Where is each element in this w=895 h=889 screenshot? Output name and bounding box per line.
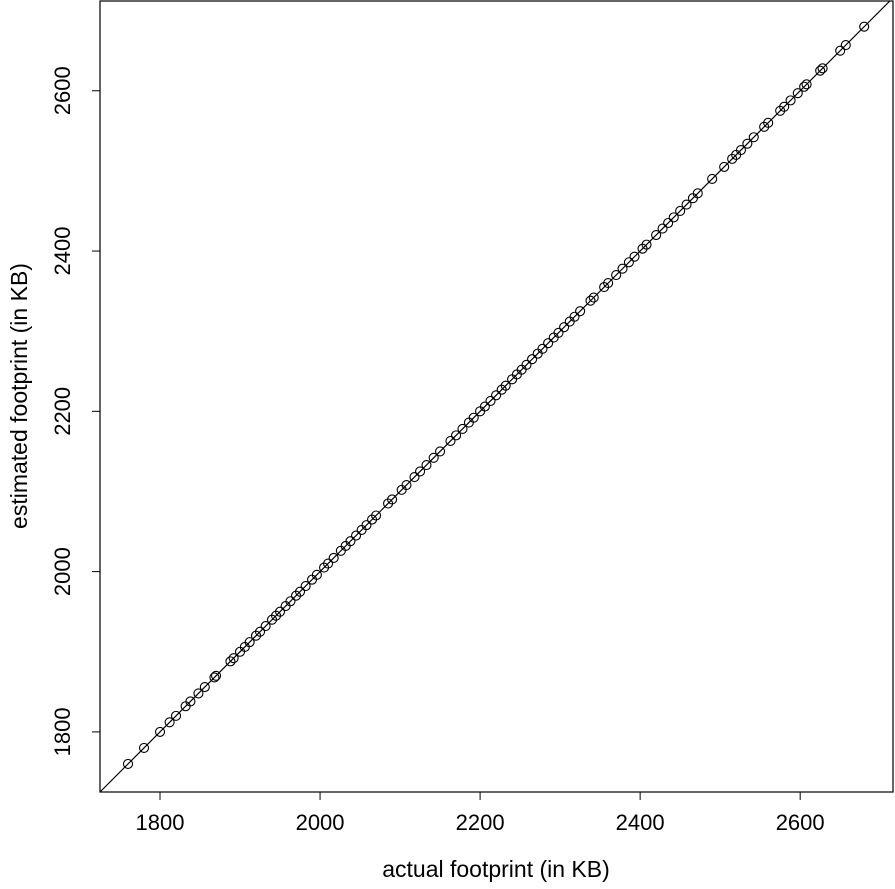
x-tick-label: 2600	[776, 810, 825, 835]
point	[779, 101, 790, 112]
x-tick-label: 2200	[456, 810, 505, 835]
point	[553, 327, 564, 338]
point	[623, 257, 634, 268]
identity-line	[99, 0, 891, 793]
point	[840, 40, 851, 51]
point	[657, 223, 668, 234]
point	[328, 552, 339, 564]
y-tick-label: 1800	[50, 707, 75, 756]
point	[193, 688, 204, 699]
point	[792, 88, 803, 99]
point	[521, 359, 532, 370]
point	[663, 217, 674, 229]
x-tick-label: 2000	[296, 810, 345, 835]
point	[817, 63, 828, 74]
y-tick-label: 2600	[50, 66, 75, 115]
plot-frame	[99, 0, 894, 793]
x-tick-label: 1800	[136, 810, 185, 835]
point	[274, 606, 286, 617]
point	[559, 322, 570, 333]
point	[445, 435, 456, 447]
point	[260, 621, 271, 632]
point	[421, 459, 432, 471]
point	[641, 239, 652, 250]
point	[588, 292, 599, 303]
point	[170, 710, 182, 721]
x-axis-label: actual footprint (in KB)	[382, 856, 610, 882]
point	[763, 117, 774, 128]
point	[351, 530, 362, 541]
y-tick-label: 2000	[50, 547, 75, 596]
point	[435, 446, 446, 457]
point	[611, 270, 622, 281]
point	[675, 205, 686, 217]
point	[210, 670, 222, 681]
point	[569, 311, 580, 322]
point	[415, 466, 426, 477]
point	[428, 452, 439, 463]
point	[479, 401, 490, 412]
point	[651, 229, 662, 241]
point	[801, 79, 812, 90]
point	[585, 295, 596, 306]
y-tick-label: 2400	[50, 227, 75, 276]
point	[859, 21, 870, 32]
point	[707, 173, 718, 184]
point	[617, 263, 628, 274]
point	[527, 354, 538, 365]
point	[735, 145, 747, 156]
point	[244, 637, 255, 648]
point	[409, 471, 420, 483]
point	[457, 423, 468, 435]
point	[629, 251, 640, 262]
point	[285, 596, 296, 607]
point	[387, 494, 398, 505]
point	[154, 726, 166, 737]
point	[209, 672, 220, 683]
point	[254, 626, 266, 637]
point	[575, 306, 586, 317]
point	[785, 95, 796, 106]
point	[692, 188, 703, 199]
point	[668, 212, 679, 223]
point	[295, 586, 306, 597]
point	[835, 45, 846, 56]
point	[300, 580, 311, 592]
point	[500, 380, 511, 391]
y-tick-label: 2200	[50, 387, 75, 436]
point	[361, 520, 372, 531]
y-axis-label: estimated footprint (in KB)	[6, 263, 32, 529]
point	[543, 338, 554, 349]
point	[748, 132, 759, 143]
point	[401, 480, 412, 491]
x-tick-label: 2400	[616, 810, 665, 835]
point	[451, 430, 462, 441]
point	[719, 161, 730, 172]
point	[228, 653, 239, 664]
point	[371, 510, 382, 521]
point	[603, 278, 614, 289]
point	[815, 65, 826, 76]
point	[185, 696, 196, 707]
point	[164, 717, 175, 728]
point	[537, 343, 548, 354]
point	[138, 742, 150, 753]
point	[491, 390, 502, 401]
point	[799, 81, 810, 92]
point	[485, 395, 496, 406]
point	[742, 138, 753, 149]
point	[311, 569, 322, 580]
point	[345, 536, 356, 547]
point	[122, 758, 134, 770]
point	[681, 199, 692, 210]
point	[323, 558, 334, 569]
point	[199, 681, 210, 693]
point	[468, 412, 479, 423]
point	[225, 656, 236, 667]
